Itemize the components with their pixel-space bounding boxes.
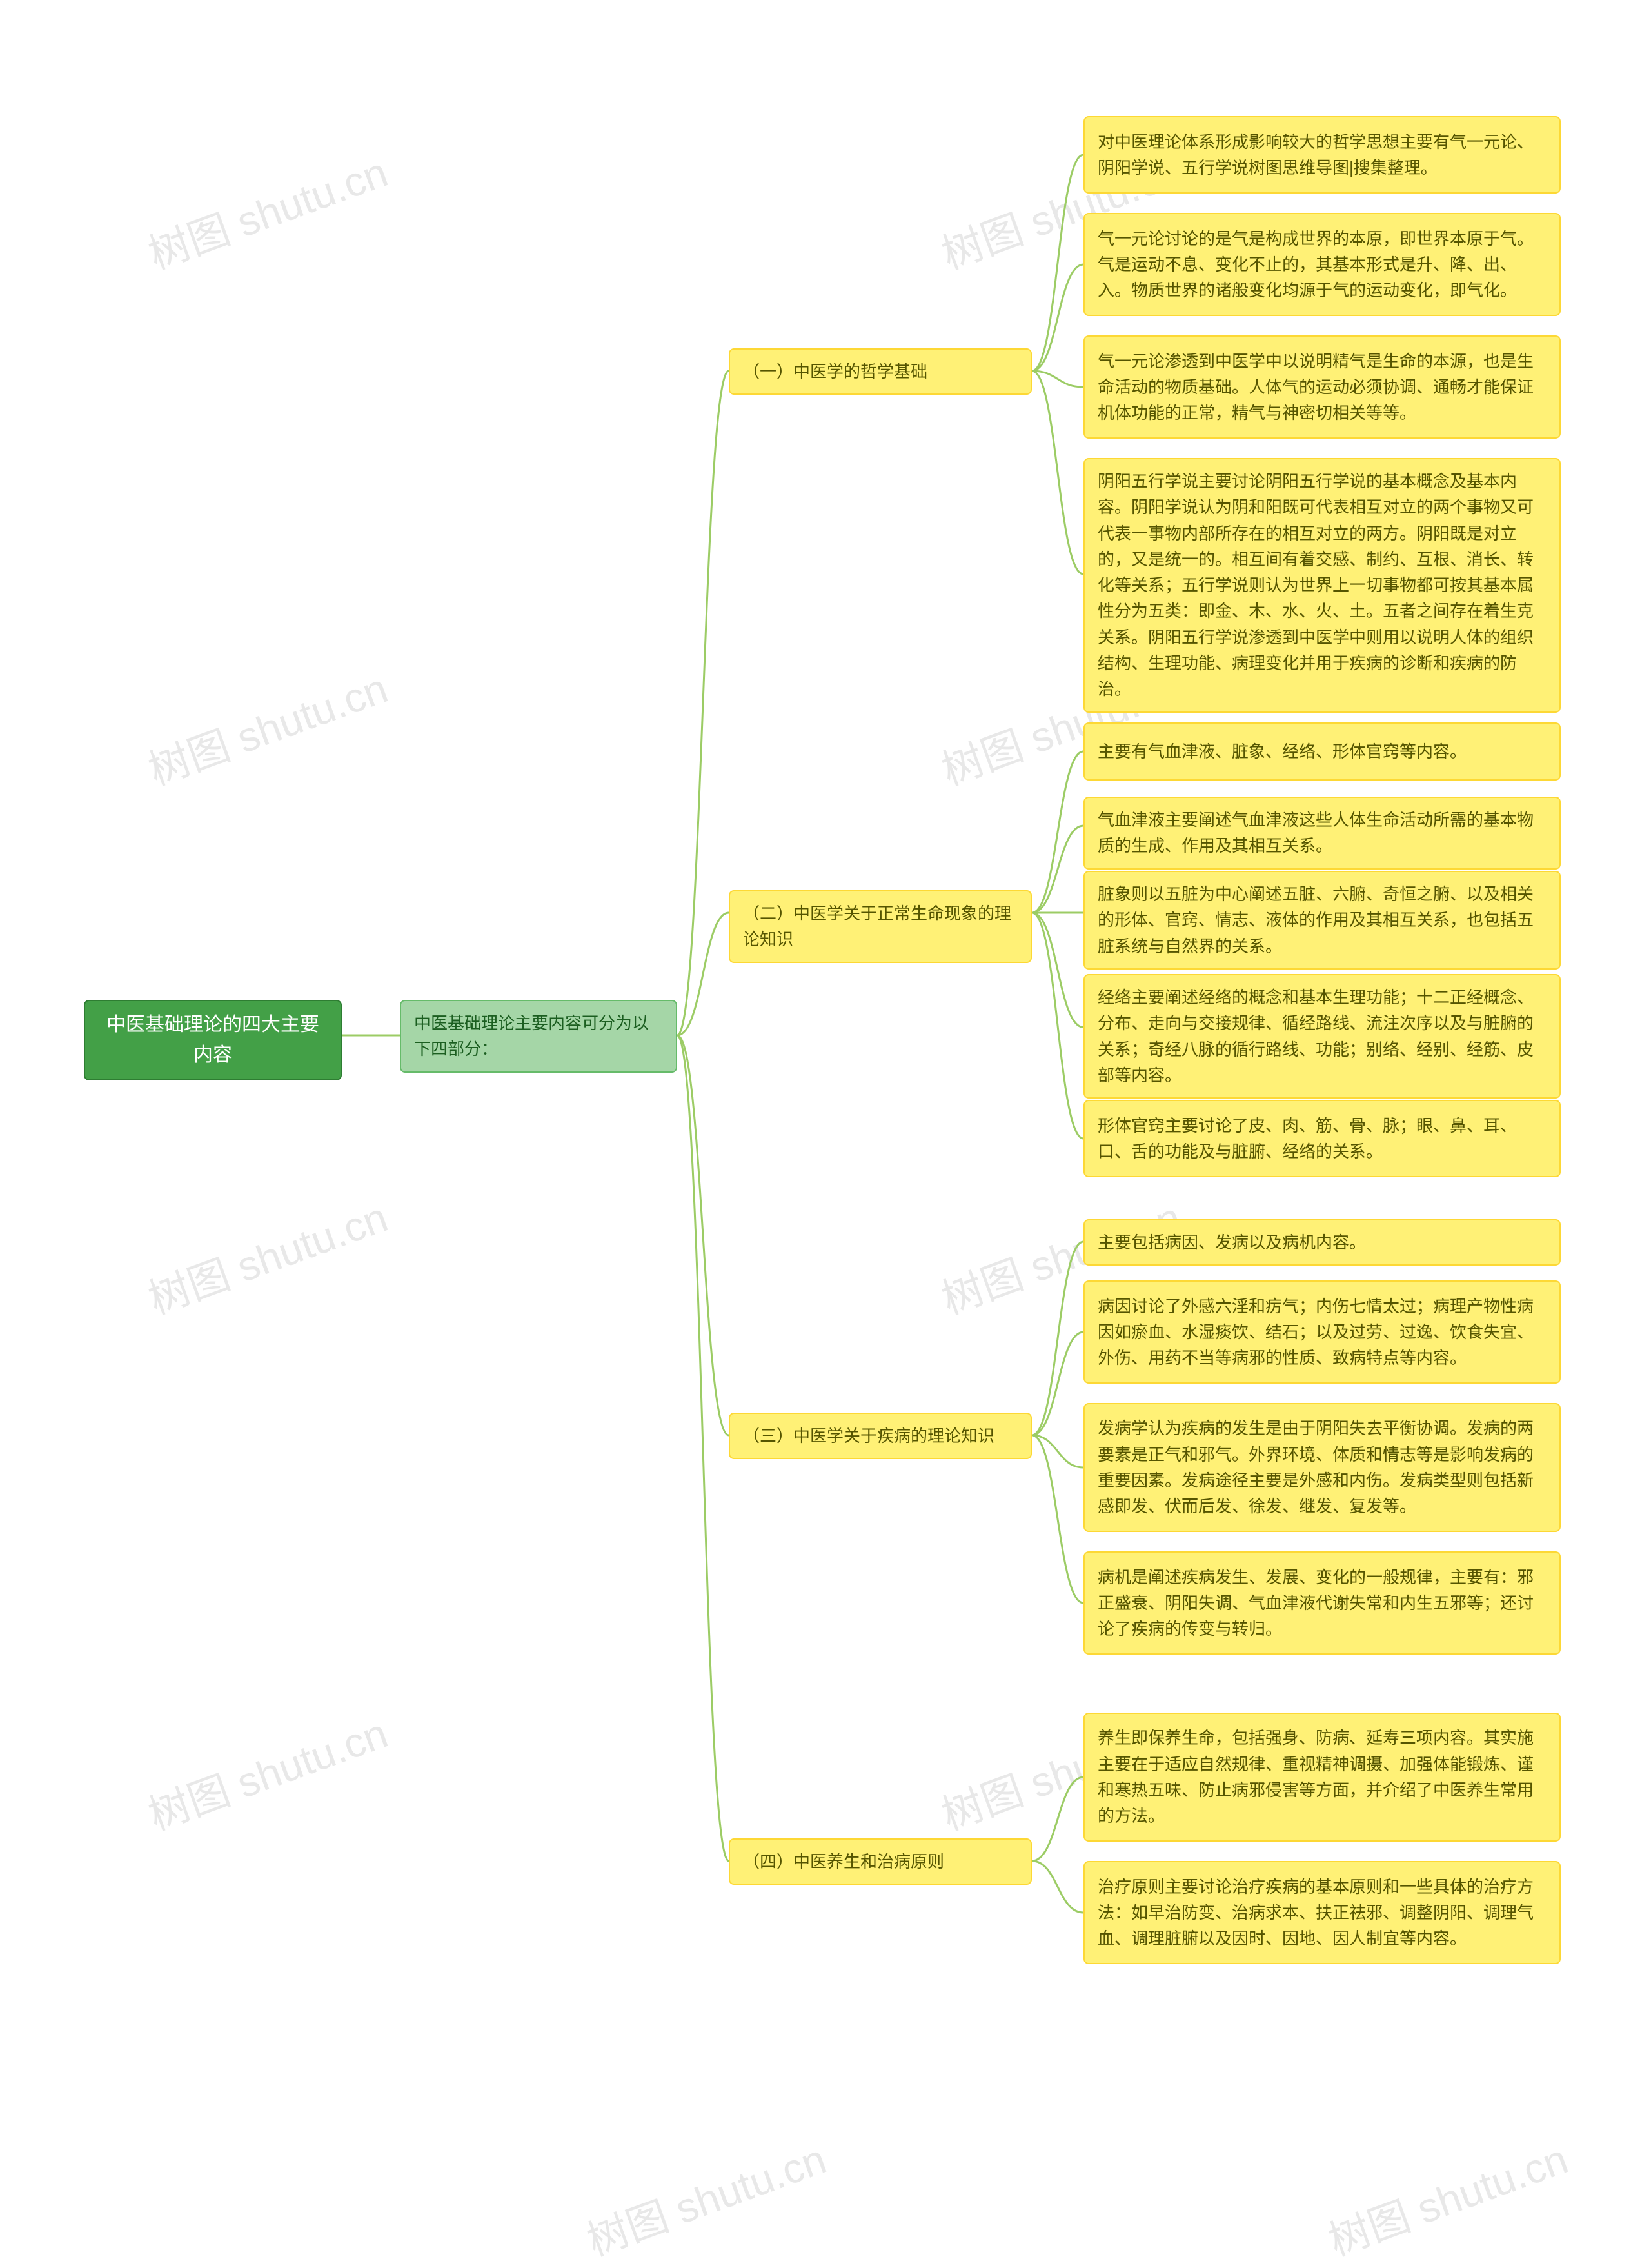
leaf-node-1-2: 气一元论讨论的是气是构成世界的本原，即世界本原于气。气是运动不息、变化不止的，其…	[1083, 213, 1561, 316]
watermark-text: 树图 shutu.cn	[139, 1184, 395, 1326]
watermark-text: 树图 shutu.cn	[1320, 2126, 1575, 2267]
leaf-node-2-5: 形体官窍主要讨论了皮、肉、筋、骨、脉；眼、鼻、耳、口、舌的功能及与脏腑、经络的关…	[1083, 1100, 1561, 1177]
leaf-node-1-1: 对中医理论体系形成影响较大的哲学思想主要有气一元论、阴阳学说、五行学说树图思维导…	[1083, 116, 1561, 194]
leaf-node-3-4: 病机是阐述疾病发生、发展、变化的一般规律，主要有：邪正盛衰、阴阳失调、气血津液代…	[1083, 1551, 1561, 1655]
leaf-node-3-2: 病因讨论了外感六淫和疠气；内伤七情太过；病理产物性病因如瘀血、水湿痰饮、结石；以…	[1083, 1280, 1561, 1384]
branch-node-2: （二）中医学关于正常生命现象的理论知识	[729, 890, 1032, 963]
watermark-text: 树图 shutu.cn	[139, 655, 395, 797]
branch-node-4: （四）中医养生和治病原则	[729, 1838, 1032, 1885]
watermark-text: 树图 shutu.cn	[139, 139, 395, 281]
leaf-node-1-3: 气一元论渗透到中医学中以说明精气是生命的本源，也是生命活动的物质基础。人体气的运…	[1083, 335, 1561, 439]
branch-node-3: （三）中医学关于疾病的理论知识	[729, 1413, 1032, 1459]
root-node: 中医基础理论的四大主要内容	[84, 1000, 342, 1080]
leaf-node-3-3: 发病学认为疾病的发生是由于阴阳失去平衡协调。发病的两要素是正气和邪气。外界环境、…	[1083, 1403, 1561, 1532]
leaf-node-2-3: 脏象则以五脏为中心阐述五脏、六腑、奇恒之腑、以及相关的形体、官窍、情志、液体的作…	[1083, 871, 1561, 970]
leaf-node-3-1: 主要包括病因、发病以及病机内容。	[1083, 1219, 1561, 1266]
watermark-text: 树图 shutu.cn	[139, 1700, 395, 1842]
leaf-node-4-1: 养生即保养生命，包括强身、防病、延寿三项内容。其实施主要在于适应自然规律、重视精…	[1083, 1713, 1561, 1842]
watermark-text: 树图 shutu.cn	[578, 2126, 833, 2267]
branch-node-1: （一）中医学的哲学基础	[729, 348, 1032, 395]
leaf-node-1-4: 阴阳五行学说主要讨论阴阳五行学说的基本概念及基本内容。阴阳学说认为阴和阳既可代表…	[1083, 458, 1561, 713]
leaf-node-2-4: 经络主要阐述经络的概念和基本生理功能；十二正经概念、分布、走向与交接规律、循经路…	[1083, 974, 1561, 1099]
leaf-node-4-2: 治疗原则主要讨论治疗疾病的基本原则和一些具体的治疗方法：如早治防变、治病求本、扶…	[1083, 1861, 1561, 1964]
sub-node: 中医基础理论主要内容可分为以下四部分：	[400, 1000, 677, 1073]
leaf-node-2-1: 主要有气血津液、脏象、经络、形体官窍等内容。	[1083, 722, 1561, 781]
leaf-node-2-2: 气血津液主要阐述气血津液这些人体生命活动所需的基本物质的生成、作用及其相互关系。	[1083, 797, 1561, 870]
